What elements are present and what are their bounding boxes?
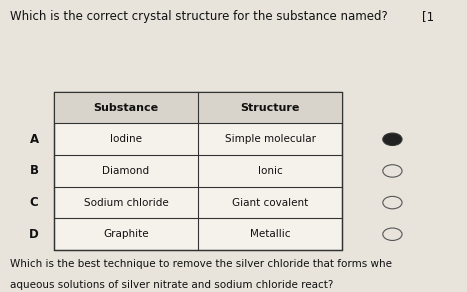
Circle shape [383,133,402,145]
Text: [1: [1 [422,10,434,23]
Text: aqueous solutions of silver nitrate and sodium chloride react?: aqueous solutions of silver nitrate and … [10,280,333,290]
Text: Iodine: Iodine [110,134,142,144]
Circle shape [383,197,402,209]
Circle shape [383,228,402,241]
Text: A: A [29,133,39,146]
Text: Metallic: Metallic [250,229,290,239]
Text: Giant covalent: Giant covalent [232,198,308,208]
Text: Simple molecular: Simple molecular [225,134,316,144]
Text: Which is the correct crystal structure for the substance named?: Which is the correct crystal structure f… [10,10,388,23]
Text: D: D [29,228,39,241]
Circle shape [383,165,402,177]
Text: Ionic: Ionic [258,166,283,176]
Text: Structure: Structure [241,103,300,113]
Text: Diamond: Diamond [102,166,149,176]
FancyBboxPatch shape [54,92,342,250]
Text: Graphite: Graphite [103,229,149,239]
FancyBboxPatch shape [54,92,342,124]
Text: B: B [30,164,39,178]
Text: Sodium chloride: Sodium chloride [84,198,168,208]
Text: Which is the best technique to remove the silver chloride that forms whe: Which is the best technique to remove th… [10,258,392,269]
Text: C: C [30,196,39,209]
Text: Substance: Substance [93,103,158,113]
